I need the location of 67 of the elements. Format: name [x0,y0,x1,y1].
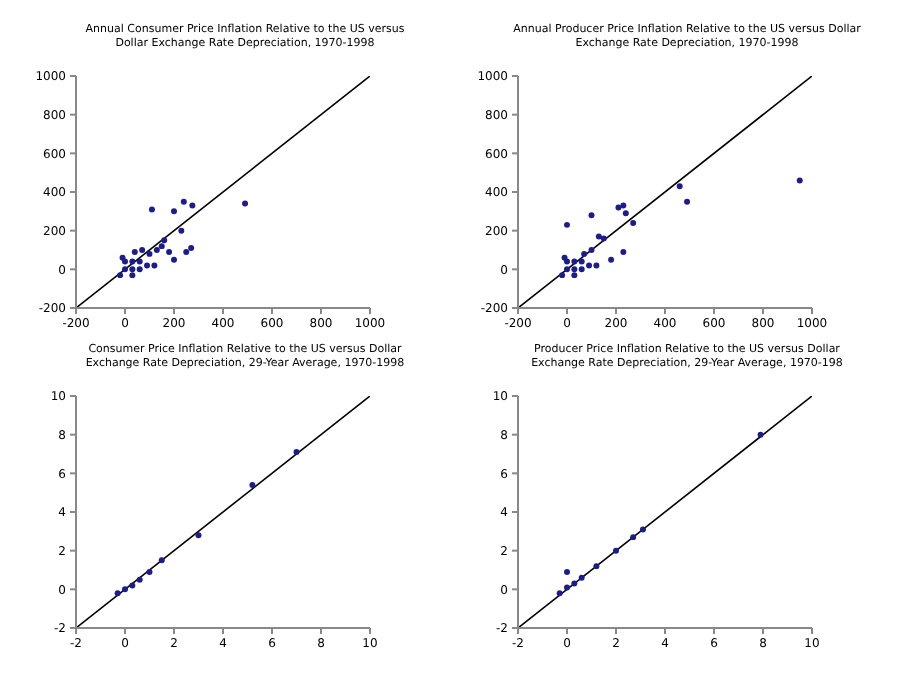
point [151,262,158,269]
point [586,262,593,269]
point [578,574,585,581]
point [129,582,136,589]
point [183,248,190,255]
point [578,266,585,273]
point [153,247,160,253]
point [571,266,578,273]
point [608,256,615,263]
point [144,262,151,269]
point [684,198,691,205]
point [158,243,165,250]
point [131,248,138,255]
point [249,481,256,488]
point [620,202,627,209]
point [242,200,249,207]
point [166,248,173,255]
point [571,258,578,265]
point [581,250,588,257]
point [195,532,202,539]
point [757,431,764,438]
point [571,272,578,279]
point [600,235,607,242]
point [171,256,177,263]
point [639,526,646,533]
point [129,266,136,273]
point [676,183,683,190]
point [559,272,566,279]
point [139,247,146,253]
point [188,245,195,252]
point [595,233,602,240]
point [571,580,578,587]
point [189,202,196,209]
point [564,266,570,273]
point [122,586,128,593]
point [564,221,570,228]
point [136,266,143,273]
point [114,590,121,597]
point [622,210,629,217]
point [146,250,153,257]
point [593,262,600,269]
point [180,198,187,205]
point [630,534,637,541]
point [171,208,177,215]
point [578,258,585,265]
point [556,590,563,597]
point [796,177,803,184]
point [630,219,637,226]
point [564,568,570,575]
point [136,576,143,583]
point [161,237,168,244]
point [158,557,165,564]
point [178,227,185,234]
point [620,248,627,255]
point [117,272,124,279]
point [122,266,128,273]
point [293,449,300,456]
point [588,247,595,253]
point [593,563,600,570]
point [146,568,153,575]
point [129,258,136,265]
point [588,212,595,219]
point [129,272,136,279]
point [136,258,143,265]
point [148,206,155,213]
point [564,584,570,591]
point [613,547,619,554]
